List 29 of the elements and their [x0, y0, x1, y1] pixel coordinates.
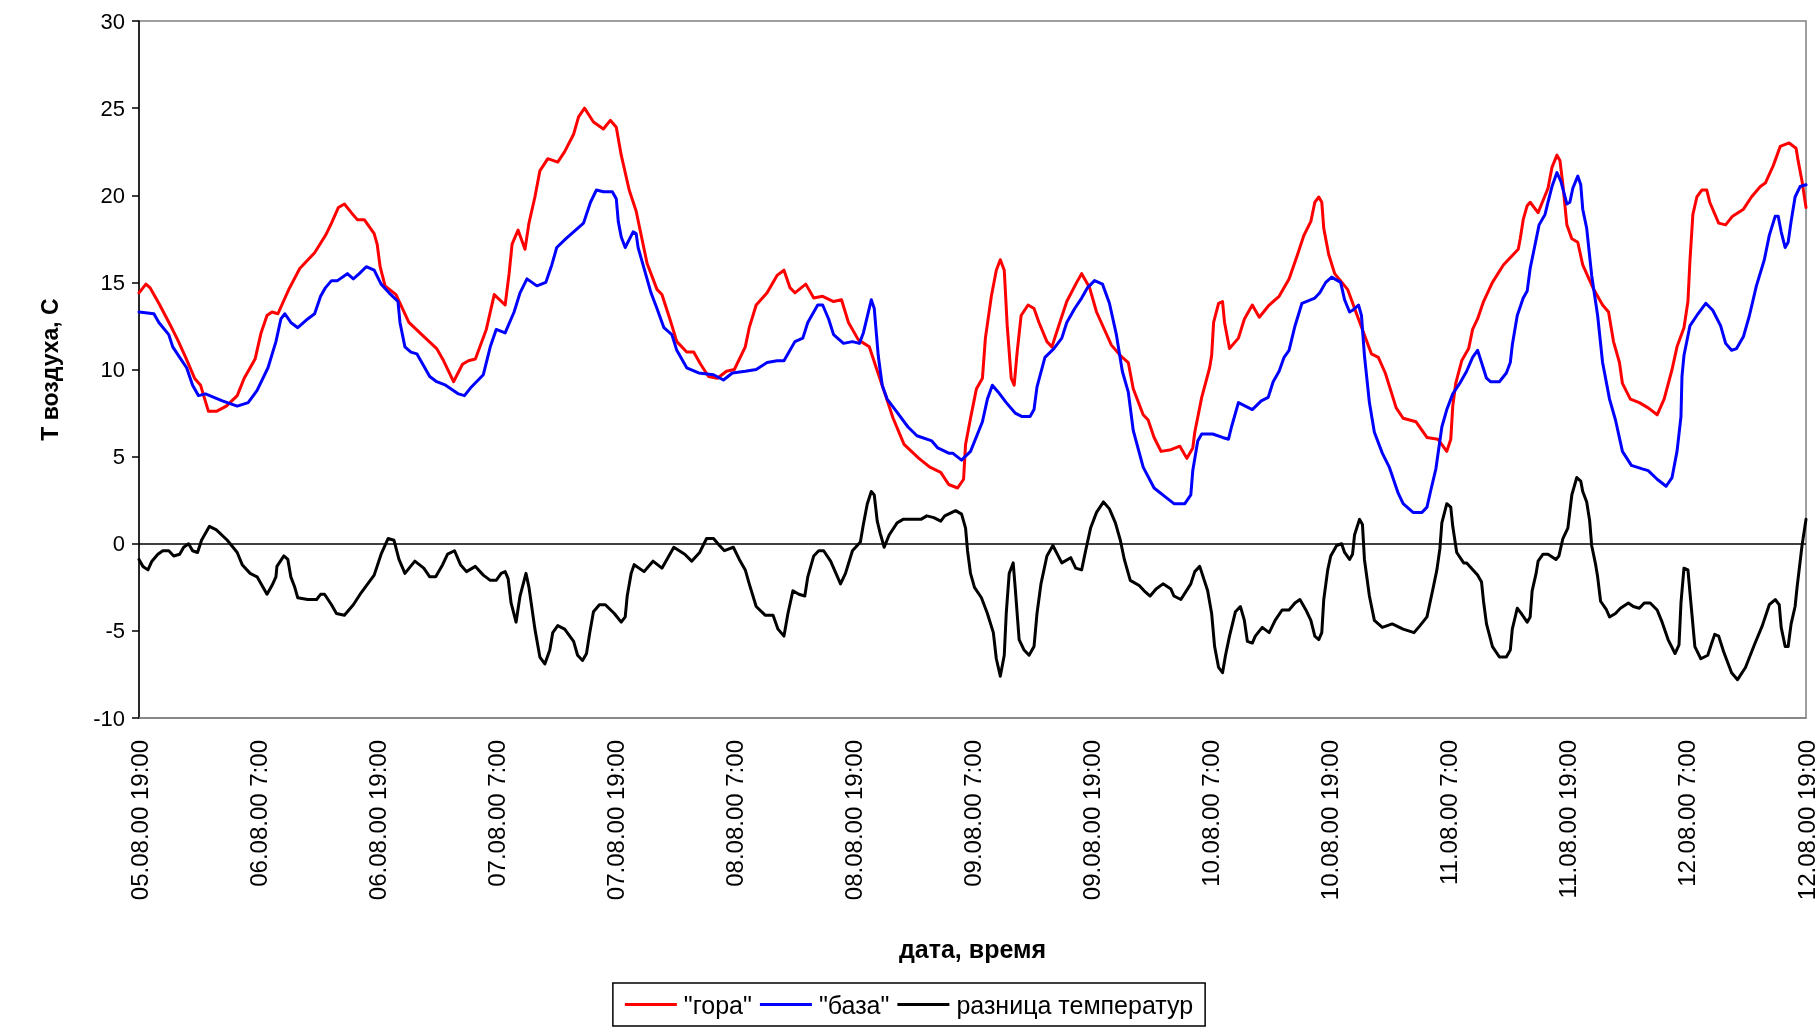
x-tick-label: 07.08.00 19:00 [601, 740, 629, 901]
y-tick-label: 0 [112, 531, 125, 557]
x-tick-label: 05.08.00 19:00 [125, 740, 153, 901]
x-tick-label: 09.08.00 19:00 [1078, 740, 1106, 901]
y-tick-label: 5 [112, 444, 125, 470]
y-tick-label: 15 [100, 269, 125, 295]
x-tick-label: 11.08.00 19:00 [1554, 740, 1582, 899]
y-tick-label: 25 [100, 95, 125, 121]
x-tick-label: 09.08.00 7:00 [959, 740, 986, 887]
y-tick-label: -10 [93, 705, 125, 731]
legend-label: разница температур [956, 990, 1194, 1019]
x-tick-label: 10.08.00 7:00 [1197, 740, 1225, 887]
y-tick-label: -5 [105, 618, 125, 644]
y-tick-label: 30 [100, 8, 125, 34]
x-tick-label: 06.08.00 7:00 [244, 740, 272, 887]
y-tick-label: 20 [100, 182, 125, 208]
x-axis-title: дата, время [898, 934, 1047, 963]
x-tick-label: 07.08.00 7:00 [482, 740, 510, 887]
x-tick-label: 12.08.00 19:00 [1792, 740, 1818, 901]
x-tick-label: 12.08.00 7:00 [1673, 740, 1701, 887]
x-tick-label: 06.08.00 19:00 [363, 740, 391, 901]
y-tick-label: 10 [100, 357, 125, 382]
x-tick-label: 11.08.00 7:00 [1435, 740, 1463, 886]
y-axis-title: Т воздуха, С [36, 298, 63, 441]
x-tick-label: 08.08.00 7:00 [720, 740, 748, 887]
x-tick-label: 10.08.00 19:00 [1316, 740, 1344, 901]
legend-label: "база" [818, 990, 890, 1019]
legend-label: "гора" [683, 990, 752, 1019]
x-tick-label: 08.08.00 19:00 [839, 740, 867, 901]
